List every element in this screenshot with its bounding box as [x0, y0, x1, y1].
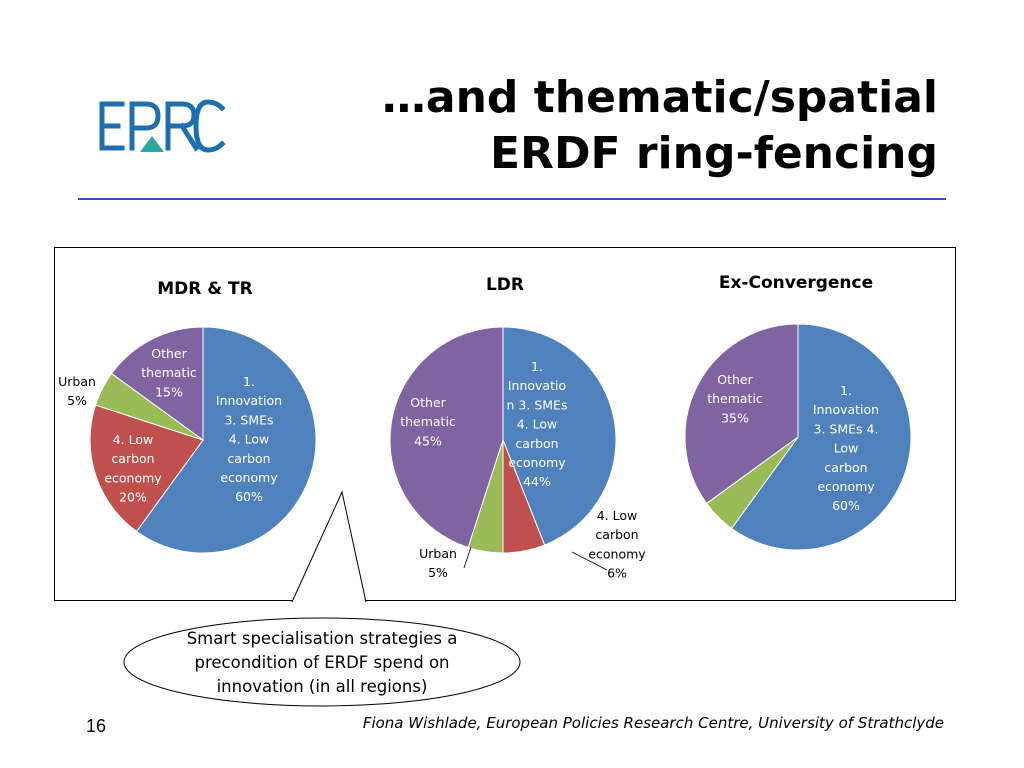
pie-slice-0-0 [135, 326, 317, 554]
chart-title-1: LDR [486, 275, 524, 295]
title-divider [78, 198, 946, 200]
slice-label-1-1: 4. Low carbon economy 6% [588, 508, 646, 581]
pie-slice-2-0 [730, 323, 912, 551]
title-line-2: ERDF ring-fencing [490, 128, 938, 179]
slice-label-2-2: Other thematic 35% [707, 372, 763, 425]
slice-label-0-3: Other thematic 15% [141, 346, 197, 399]
slice-label-1-3: Other thematic 45% [400, 395, 456, 448]
callout-text: Smart specialisation strategies a precon… [186, 629, 458, 696]
slice-label-0-1: 4. Low carbon economy 20% [104, 432, 162, 505]
pie-slice-0-3 [110, 326, 204, 441]
pie-slice-1-0 [502, 326, 617, 546]
slice-label-1-2: Urban 5% [419, 546, 457, 580]
eprc-logo [96, 96, 226, 156]
leader-line-1-2 [463, 546, 472, 569]
slide-number: 16 [86, 716, 107, 736]
slice-label-0-0: 1. Innovation 3. SMEs 4. Low carbon economy 60… [216, 374, 282, 504]
pie-slice-1-3 [389, 326, 504, 549]
pie-charts-panel: MDR & TR 1. Innovation 3. SMEs 4. Low carbon e… [54, 247, 956, 601]
leader-line-1-1 [571, 551, 608, 571]
pie-slice-2-2 [684, 323, 799, 505]
slice-label-0-2: Urban 5% [58, 374, 96, 408]
title-line-1: …and thematic/spatial [381, 72, 938, 123]
chart-title-0: MDR & TR [157, 279, 252, 299]
slice-label-2-0: 1. Innovation 3. SMEs 4. Low carbon economy 60… [813, 383, 879, 513]
footer-credit: Fiona Wishlade, European Policies Resear… [362, 714, 944, 732]
slide-title: …and thematic/spatial ERDF ring-fencing [338, 70, 938, 182]
slice-label-1-0: 1. Innovatio n 3. SMEs 4. Low carbon economy 4… [507, 359, 568, 489]
pie-charts-svg: MDR & TR 1. Innovation 3. SMEs 4. Low carbon e… [58, 273, 912, 581]
pie-slice-0-1 [89, 404, 204, 533]
slice-label-2-1: Urban 5% [676, 521, 714, 555]
chart-title-2: Ex-Convergence [719, 273, 873, 293]
